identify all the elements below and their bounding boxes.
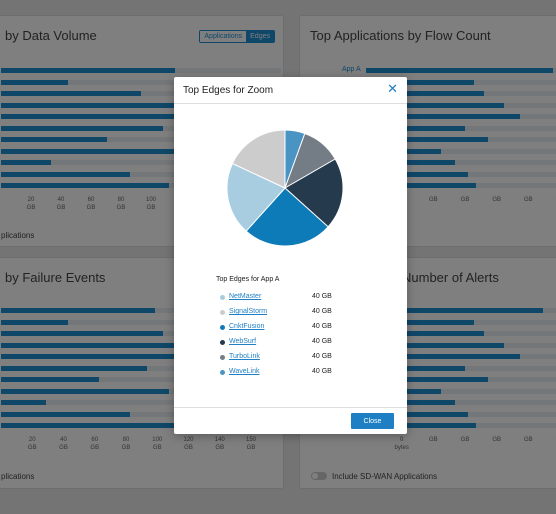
legend-item: NetMaster 40 GB — [220, 292, 370, 307]
legend-link-wavelink[interactable]: WaveLink — [229, 368, 260, 375]
legend-swatch — [220, 355, 225, 360]
pie-slice-cnktfusion[interactable] — [245, 187, 329, 247]
legend-value: 40 GB — [312, 308, 332, 315]
legend-swatch — [220, 340, 225, 345]
legend: NetMaster 40 GB SignalStorm 40 GB CnktFusion… — [220, 292, 370, 382]
legend-link-websurf[interactable]: WebSurf — [229, 338, 257, 345]
legend-item: TurboLink 40 GB — [220, 352, 370, 367]
legend-swatch — [220, 295, 225, 300]
pie-slice-netmaster[interactable] — [226, 162, 286, 232]
pie-slice-websurf[interactable] — [284, 158, 344, 228]
pie-chart-svg — [226, 129, 344, 247]
legend-link-netmaster[interactable]: NetMaster — [229, 293, 262, 300]
legend-value: 40 GB — [312, 293, 332, 300]
modal-header: Top Edges for Zoom ✕ — [174, 77, 407, 104]
close-icon[interactable]: ✕ — [387, 81, 398, 96]
legend-item: WaveLink 40 GB — [220, 367, 370, 382]
legend-value: 40 GB — [312, 368, 332, 375]
modal-footer: Close — [174, 407, 407, 434]
pie-slice-signalstorm[interactable] — [231, 129, 286, 189]
legend-item: WebSurf 40 GB — [220, 337, 370, 352]
close-button[interactable]: Close — [351, 413, 394, 429]
legend-swatch — [220, 310, 225, 315]
legend-item: CnktFusion 40 GB — [220, 322, 370, 337]
legend-item: SignalStorm 40 GB — [220, 307, 370, 322]
legend-swatch — [220, 370, 225, 375]
pie-chart — [226, 128, 344, 253]
modal-title: Top Edges for Zoom — [183, 85, 274, 96]
legend-title: Top Edges for App A — [216, 276, 280, 283]
legend-value: 40 GB — [312, 353, 332, 360]
legend-link-turbolink[interactable]: TurboLink — [229, 353, 260, 360]
legend-swatch — [220, 325, 225, 330]
legend-value: 40 GB — [312, 338, 332, 345]
legend-link-signalstorm[interactable]: SignalStorm — [229, 308, 268, 315]
legend-value: 40 GB — [312, 323, 332, 330]
legend-link-cnktfusion[interactable]: CnktFusion — [229, 323, 265, 330]
top-edges-modal: Top Edges for Zoom ✕ Top Edges for App A… — [174, 77, 407, 434]
